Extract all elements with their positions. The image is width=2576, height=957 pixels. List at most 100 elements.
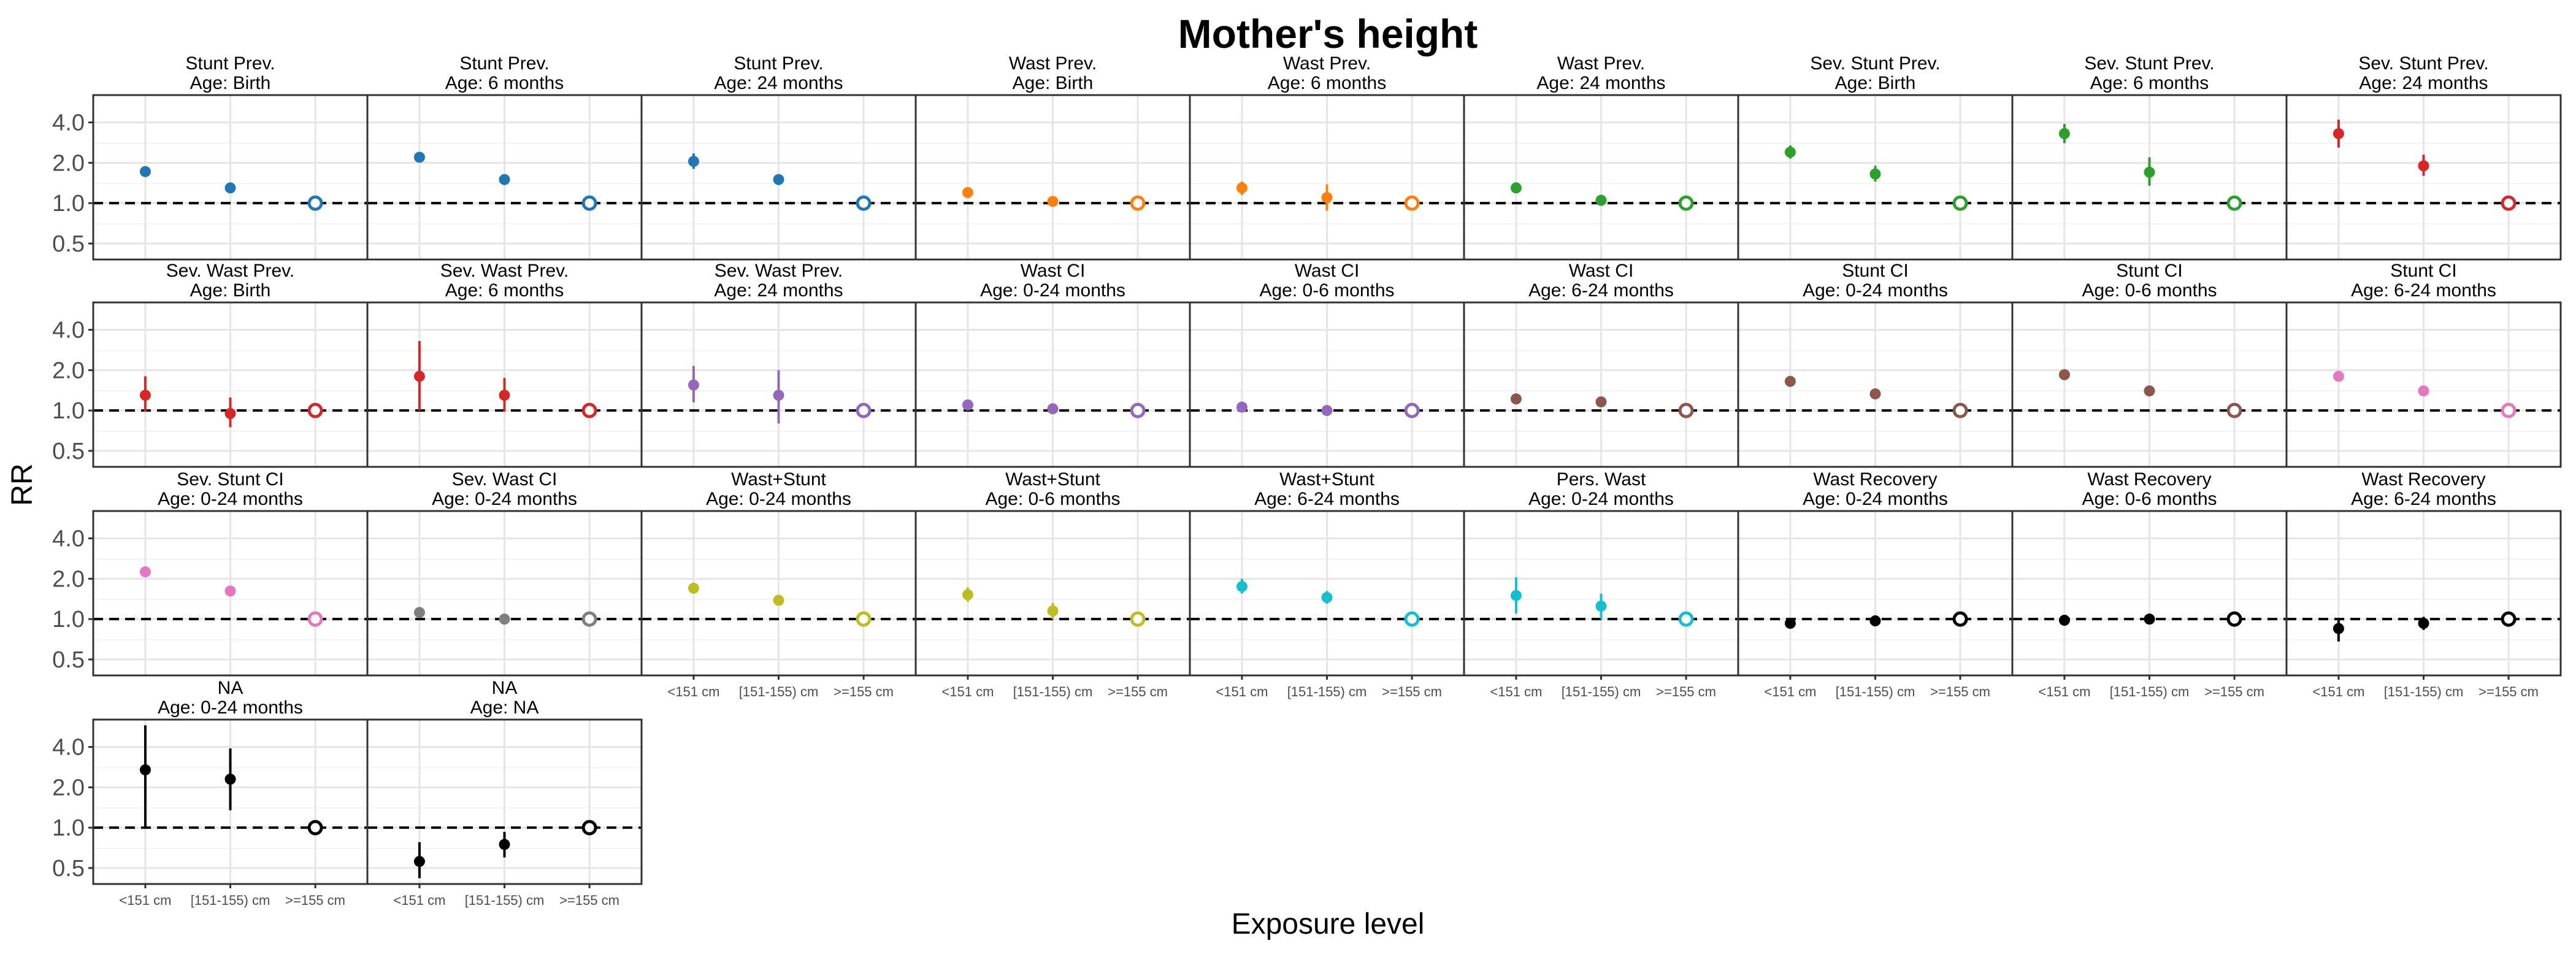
panel-strip-age: Age: 6 months	[445, 73, 564, 93]
panel-strip-outcome: Wast Recovery	[2361, 469, 2485, 490]
data-point	[1236, 581, 1248, 593]
data-point	[2058, 369, 2070, 380]
data-point	[773, 174, 784, 185]
data-point	[962, 399, 973, 411]
panel-strip-age: Age: 0-24 months	[706, 489, 851, 509]
reference-point	[307, 402, 323, 418]
reference-point	[1130, 195, 1146, 211]
reference-point	[2226, 402, 2242, 418]
y-tick-label: 0.5	[52, 856, 85, 882]
data-point	[773, 594, 784, 606]
y-tick-label: 4.0	[52, 735, 85, 761]
panel-strip-outcome: Stunt CI	[1842, 261, 1908, 281]
x-tick-label: >=155 cm	[2478, 684, 2539, 699]
panel-strip-outcome: Wast+Stunt	[1279, 469, 1374, 490]
reference-point	[2501, 195, 2517, 211]
panel-strip-outcome: NA	[218, 678, 243, 698]
x-tick-label: [151-155) cm	[1836, 684, 1915, 699]
reference-point	[2501, 611, 2517, 627]
data-point	[1510, 182, 1522, 194]
reference-point	[307, 611, 323, 627]
reference-point	[581, 402, 597, 418]
y-tick-label: 4.0	[52, 318, 85, 344]
data-point	[499, 390, 510, 401]
panel-strip-age: Age: 0-6 months	[1259, 280, 1394, 301]
data-point	[688, 379, 699, 391]
x-tick-label: >=155 cm	[2204, 684, 2264, 699]
panel-strip-age: Age: 0-24 months	[158, 698, 303, 718]
panel-strip-outcome: Sev. Wast Prev.	[440, 261, 569, 281]
y-tick-label: 4.0	[52, 110, 85, 136]
panel-strip-outcome: Wast Prev.	[1009, 53, 1097, 74]
panel-strip-outcome: Sev. Wast Prev.	[715, 261, 843, 281]
panel-strip-age: Age: 6 months	[2090, 73, 2209, 93]
data-point	[962, 589, 973, 601]
panel-strip-outcome: Wast Prev.	[1557, 53, 1645, 74]
data-point	[1510, 590, 1522, 601]
data-point	[139, 566, 151, 578]
panel-strip-age: Age: 0-6 months	[2082, 489, 2217, 509]
reference-point	[1952, 195, 1968, 211]
panel-strip-outcome: Wast CI	[1021, 261, 1086, 281]
data-point	[1869, 388, 1881, 400]
reference-point	[2226, 611, 2242, 627]
panel-strip-outcome: Wast Recovery	[1813, 469, 1937, 490]
panel-border	[2285, 301, 2562, 468]
panel: Sev. Stunt Prev.Age: 24 months	[2285, 53, 2562, 261]
y-tick-label: 1.0	[52, 398, 85, 424]
data-point	[139, 166, 151, 177]
data-point	[2418, 385, 2429, 397]
y-tick-label: 2.0	[52, 566, 85, 592]
reference-point	[1404, 402, 1420, 418]
panel-strip-age: Age: NA	[470, 698, 539, 718]
x-tick-label: <151 cm	[393, 893, 445, 908]
panel-strip-age: Age: 6 months	[1268, 73, 1386, 93]
panel-strip-outcome: Stunt Prev.	[185, 53, 275, 74]
panel-strip-outcome: Wast Recovery	[2087, 469, 2211, 490]
x-tick-label: <151 cm	[1216, 684, 1268, 699]
reference-point	[2226, 195, 2242, 211]
x-tick-label: [151-155) cm	[2384, 684, 2464, 699]
data-point	[413, 607, 425, 618]
data-point	[1784, 618, 1796, 629]
panel-strip-outcome: NA	[492, 678, 518, 698]
y-tick-label: 2.0	[52, 358, 85, 383]
panel: Sev. Wast Prev.Age: Birth 0.5 1.0 2.0 4.0	[52, 261, 369, 468]
data-point	[499, 174, 510, 185]
x-tick-label: >=155 cm	[1108, 684, 1168, 699]
panel-strip-outcome: Stunt CI	[2116, 261, 2182, 281]
data-point	[2058, 128, 2070, 139]
y-tick-label: 1.0	[52, 607, 85, 632]
y-tick-label: 0.5	[52, 439, 85, 464]
reference-point	[1404, 195, 1420, 211]
panel-strip-age: Age: 6-24 months	[1254, 489, 1400, 509]
x-tick-label: <151 cm	[2312, 684, 2364, 699]
panel: Wast Prev.Age: Birth	[914, 53, 1191, 261]
x-tick-label: [151-155) cm	[2110, 684, 2190, 699]
panel: Stunt Prev.Age: 6 months	[366, 53, 643, 261]
panel-strip-outcome: Sev. Wast Prev.	[166, 261, 295, 281]
panel-strip-outcome: Wast Prev.	[1283, 53, 1371, 74]
data-point	[139, 764, 151, 775]
reference-point	[2501, 402, 2517, 418]
data-point	[224, 408, 236, 420]
data-point	[2144, 613, 2155, 625]
data-point	[1784, 375, 1796, 387]
reference-point	[307, 195, 323, 211]
data-point	[962, 186, 973, 198]
x-tick-label: <151 cm	[941, 684, 994, 699]
data-point	[1236, 401, 1248, 413]
y-tick-label: 1.0	[52, 191, 85, 217]
x-tick-label: >=155 cm	[559, 893, 619, 908]
panel-strip-outcome: Wast+Stunt	[731, 469, 826, 490]
data-point	[2144, 166, 2155, 178]
panel-strip-outcome: Sev. Wast CI	[452, 469, 558, 490]
